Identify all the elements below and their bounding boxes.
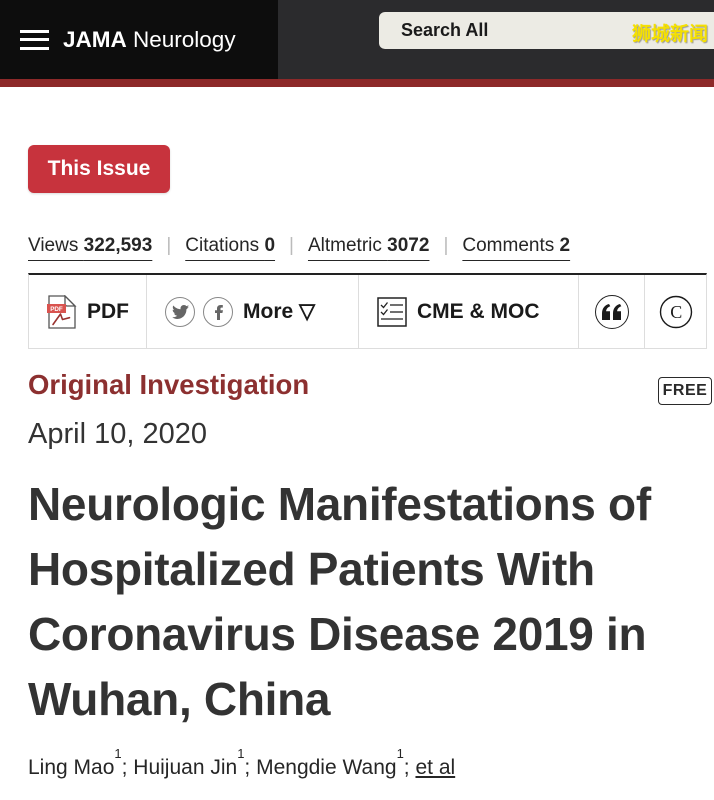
svg-text:C: C — [670, 302, 682, 322]
svg-text:PDF: PDF — [50, 306, 63, 313]
